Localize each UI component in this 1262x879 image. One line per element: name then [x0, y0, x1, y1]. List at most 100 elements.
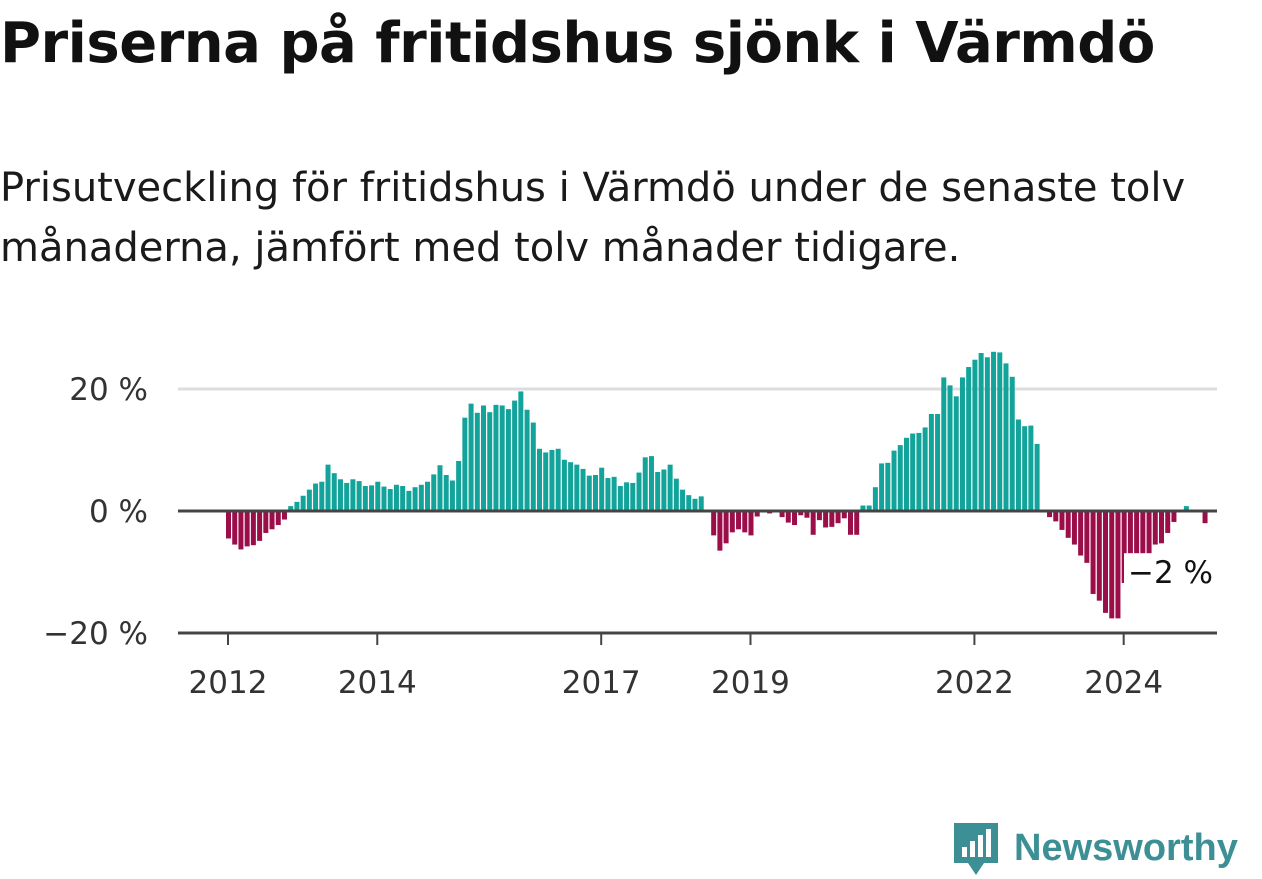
bar — [953, 396, 959, 511]
bar — [959, 377, 965, 511]
bar — [736, 511, 742, 530]
bar — [624, 482, 630, 511]
bar — [524, 409, 530, 511]
bar — [568, 462, 574, 511]
bar — [543, 452, 549, 511]
bar — [257, 511, 263, 541]
bar — [630, 482, 636, 511]
bar — [1078, 511, 1084, 556]
bar — [238, 511, 244, 550]
bar — [313, 483, 319, 511]
bar — [779, 511, 785, 518]
bar — [723, 511, 729, 544]
bar — [294, 501, 300, 511]
bar — [648, 456, 654, 511]
bar — [263, 511, 269, 533]
bar — [493, 404, 499, 511]
bar — [1034, 443, 1040, 511]
x-tick-label: 2012 — [189, 665, 268, 701]
bar — [400, 485, 406, 511]
x-tick-label: 2014 — [338, 665, 417, 701]
bar — [462, 417, 468, 511]
bar — [306, 489, 312, 511]
bar — [717, 511, 723, 551]
bar — [1159, 511, 1164, 544]
bar — [1109, 511, 1115, 619]
bar — [1028, 425, 1034, 511]
bar — [1003, 363, 1009, 511]
x-tick-label: 2022 — [935, 665, 1014, 701]
bar — [1202, 511, 1208, 524]
bar — [319, 481, 325, 511]
bar — [854, 511, 860, 535]
bar — [1140, 511, 1146, 560]
bar — [1127, 511, 1133, 573]
bar — [1009, 376, 1015, 511]
bar — [537, 448, 542, 511]
bar — [860, 505, 866, 511]
bar — [325, 464, 331, 511]
bar — [250, 511, 256, 546]
bar — [1171, 511, 1177, 522]
bar — [530, 422, 536, 511]
bar — [487, 412, 493, 511]
bar — [599, 467, 605, 511]
bar — [425, 481, 431, 511]
bar — [642, 457, 648, 511]
bar — [586, 475, 592, 511]
bar — [281, 511, 287, 520]
bar — [269, 511, 275, 530]
bar — [505, 409, 511, 511]
bar — [754, 511, 760, 517]
bar — [910, 433, 916, 511]
bar — [437, 465, 443, 511]
bar — [549, 450, 555, 511]
price-change-bar-chart: 20 % 0 % −20 % 2012 2014 2017 2019 2022 2024 −2 % — [43, 351, 1217, 701]
bar — [903, 437, 909, 511]
bar — [686, 495, 692, 511]
bar — [431, 474, 437, 511]
bar — [1146, 511, 1152, 564]
bar — [1065, 511, 1071, 538]
bar — [841, 511, 847, 519]
bar — [288, 506, 294, 511]
bar — [362, 485, 368, 511]
bar — [499, 405, 505, 511]
bar — [449, 480, 455, 511]
bar — [1047, 511, 1053, 518]
bar — [947, 385, 953, 511]
bar — [1022, 426, 1028, 511]
bar — [667, 464, 673, 511]
bar — [337, 479, 343, 511]
bar — [798, 511, 804, 516]
bar — [823, 511, 829, 528]
bar — [561, 459, 567, 511]
newsworthy-wordmark: Newsworthy — [1014, 826, 1238, 869]
bar — [804, 511, 810, 518]
newsworthy-logo-icon — [954, 823, 998, 875]
bar — [456, 460, 462, 511]
bar — [742, 511, 748, 533]
bar — [835, 511, 841, 524]
bar — [406, 490, 412, 511]
bar — [393, 484, 399, 511]
bar — [785, 511, 791, 523]
bar — [344, 482, 350, 511]
y-tick-label: −20 % — [43, 616, 148, 652]
bar — [1084, 511, 1090, 563]
bar — [636, 472, 642, 511]
bar — [481, 405, 487, 511]
bar — [412, 487, 418, 511]
bar — [331, 473, 337, 511]
y-tick-label: 0 % — [89, 494, 148, 530]
bar — [275, 511, 281, 526]
bar — [1165, 511, 1171, 533]
bar — [244, 511, 250, 547]
bar — [512, 400, 518, 511]
annotation-background — [1124, 553, 1210, 594]
y-tick-label: 20 % — [69, 372, 148, 408]
bar — [816, 511, 822, 521]
bar — [1090, 511, 1096, 594]
bar — [866, 505, 872, 511]
bar — [1103, 511, 1109, 613]
